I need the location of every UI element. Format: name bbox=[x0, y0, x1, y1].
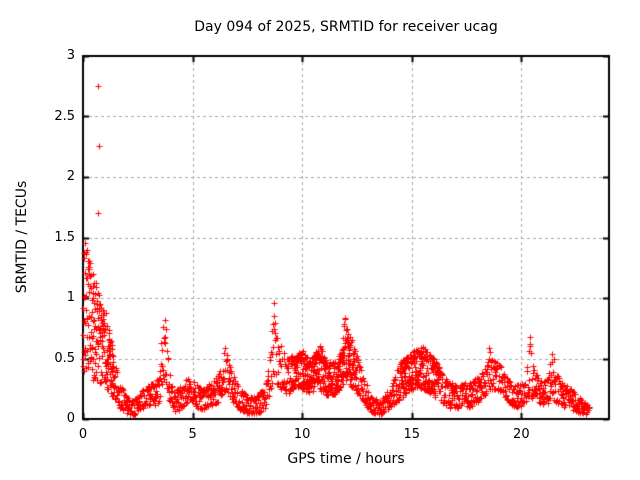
x-tick-label: 20 bbox=[513, 427, 530, 442]
x-tick-label: 15 bbox=[403, 427, 421, 442]
y-tick-label: 0 bbox=[66, 411, 75, 426]
x-axis-label: GPS time / hours bbox=[287, 451, 405, 467]
y-tick-label: 2 bbox=[66, 169, 75, 184]
y-tick-label: 1 bbox=[66, 290, 75, 305]
chart-title: Day 094 of 2025, SRMTID for receiver uca… bbox=[194, 19, 498, 35]
x-tick-label: 5 bbox=[188, 427, 197, 442]
y-tick-label: 2.5 bbox=[54, 108, 75, 124]
y-tick-label: 0.5 bbox=[54, 350, 75, 366]
x-tick-label: 10 bbox=[293, 427, 311, 442]
x-tick-label: 0 bbox=[78, 427, 88, 442]
y-tick-label: 3 bbox=[66, 48, 75, 63]
y-tick-label: 1.5 bbox=[54, 229, 75, 245]
